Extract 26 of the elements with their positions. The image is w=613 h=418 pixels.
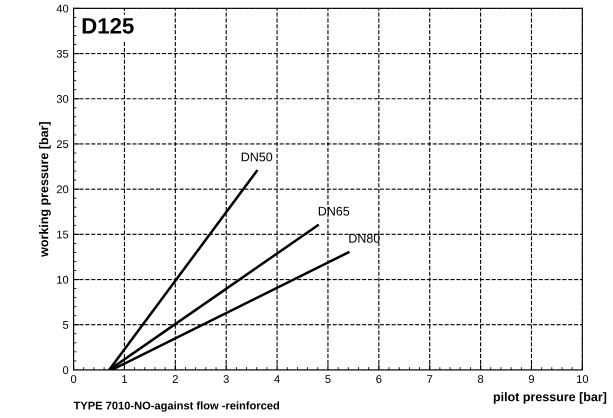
x-tick-label: 4 [274, 375, 280, 383]
y-tick-label: 40 [56, 4, 68, 12]
x-tick-label: 3 [224, 375, 229, 383]
y-axis-title: working pressure [bar] [39, 122, 51, 257]
text: TYPE 7010-NO-against flow -reinforced [74, 401, 280, 412]
y-tick-label: 25 [56, 140, 68, 148]
x-tick-label: 1 [122, 375, 127, 383]
x-tick-label: 2 [172, 375, 178, 383]
annotation: D125 [82, 18, 134, 34]
x-tick-label: 6 [376, 375, 382, 383]
y-tick-label: 20 [56, 185, 68, 194]
x-tick-label: 10 [577, 375, 588, 383]
y-tick-label: 0 [62, 366, 68, 374]
x-axis-title: pilot pressure [bar] [494, 392, 606, 404]
x-tick-label: 9 [528, 375, 534, 383]
y-tick-label: 35 [56, 50, 68, 58]
series-label: DN50 [242, 152, 272, 162]
y-tick-label: 5 [62, 321, 68, 329]
x-tick-label: 0 [70, 375, 76, 383]
x-tick-label: 5 [325, 375, 331, 383]
x-tick-label: 7 [427, 375, 432, 383]
y-tick-label: 15 [57, 230, 68, 238]
series-label: DN65 [318, 206, 350, 216]
y-tick-label: 10 [57, 276, 68, 284]
y-tick-label: 30 [56, 95, 68, 103]
x-tick-label: 8 [478, 375, 484, 383]
